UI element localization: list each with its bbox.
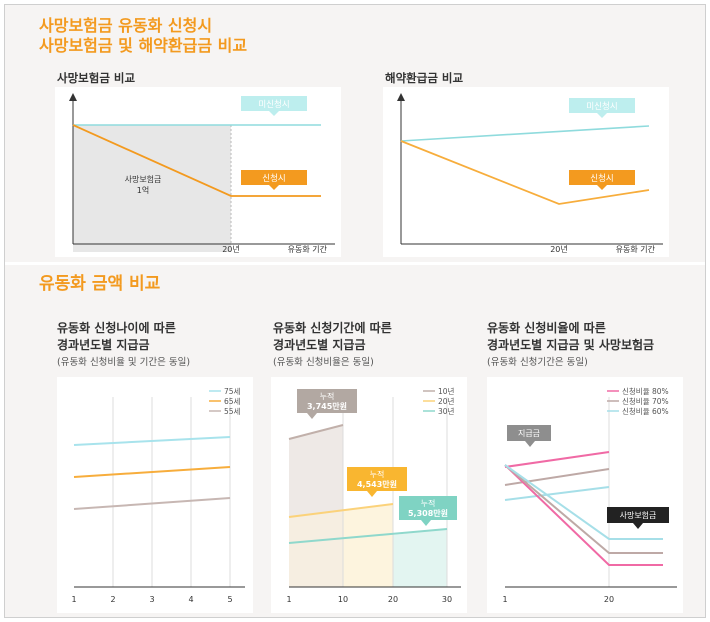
chart4-callout-20y-pointer xyxy=(367,491,377,497)
chart4-callout-20y-label: 누적 xyxy=(370,469,385,479)
chart4-area-20y-early xyxy=(289,511,343,587)
header-title-line2: 사망보험금 및 해약환급금 비교 xyxy=(39,36,248,55)
chart5-title: 유동화 신청비율에 따른 경과년도별 지급금 및 사망보험금 xyxy=(487,321,655,352)
chart2-label-no-apply-pointer xyxy=(597,113,607,118)
chart4-legend-30y: 30년 xyxy=(438,406,455,416)
section2-title: 유동화 금액 비교 xyxy=(39,274,161,294)
chart4-callout-10y-box xyxy=(297,389,357,413)
chart3-series-65 xyxy=(73,466,231,478)
chart1-label-no-apply-box xyxy=(241,96,307,111)
death-benefit-chart: 미신청시 신청시 사망보험금 1억 20년 유동화 기간 xyxy=(55,87,341,257)
age-payout-chart: 75세 65세 55세 1 2 3 4 5 xyxy=(57,377,253,613)
chart3-x-tick-4: 4 xyxy=(188,595,193,604)
chart5-callout-benefit: 사망보험금 xyxy=(620,510,657,520)
chart4-area-30y xyxy=(393,529,447,587)
chart5-x-tick-1: 1 xyxy=(502,595,507,604)
chart1-label-no-apply-pointer xyxy=(269,111,279,116)
chart1-annotation-amount: 1억 xyxy=(137,185,149,195)
chart2-series-no-apply xyxy=(400,125,650,142)
chart4-callout-30y-box xyxy=(399,496,457,520)
chart5-payout-80 xyxy=(504,451,610,468)
chart3-x-tick-1: 1 xyxy=(71,595,76,604)
chart4-series-10y xyxy=(288,424,344,440)
chart3-subtitle: (유동화 신청비율 및 기간은 동일) xyxy=(57,357,191,368)
chart4-series-20y xyxy=(288,503,394,518)
chart2-x-tick-20y: 20년 xyxy=(550,244,568,254)
chart5-callout-payout-box xyxy=(507,425,551,441)
chart5-legend-60: 신청비율 60% xyxy=(622,407,669,416)
chart3-x-tick-5: 5 xyxy=(227,595,232,604)
chart3-series-75 xyxy=(73,436,231,446)
chart1-annotation-benefit: 사망보험금 xyxy=(125,174,162,184)
chart4-x-tick-10: 10 xyxy=(338,595,348,604)
chart4-callout-30y-pointer xyxy=(421,520,431,526)
header-title-line1: 사망보험금 유동화 신청시 xyxy=(39,16,213,35)
chart5-background xyxy=(487,377,683,613)
chart4-legend-10y: 10년 xyxy=(438,386,455,396)
chart5-legend-80: 신청비율 80% xyxy=(622,387,669,396)
chart5-callout-payout-pointer xyxy=(525,441,535,447)
chart4-title: 유동화 신청기간에 따른 경과년도별 지급금 xyxy=(273,321,392,352)
chart4-callout-30y-value: 5,308만원 xyxy=(408,508,448,518)
chart2-series-apply xyxy=(400,140,650,205)
chart3-series-55 xyxy=(73,497,231,510)
chart5-legend-70: 신청비율 70% xyxy=(622,397,669,406)
chart2-label-apply-pointer xyxy=(597,185,607,190)
infographic-frame: 사망보험금 유동화 신청시 사망보험금 및 해약환급금 비교 사망보험금 비교 … xyxy=(4,4,706,618)
chart2-label-apply: 신청시 xyxy=(590,174,613,184)
chart2-title: 해약환급금 비교 xyxy=(385,71,464,85)
chart5-payout-60 xyxy=(504,486,610,501)
chart4-area-20y xyxy=(343,504,393,587)
chart4-subtitle: (유동화 신청비율은 동일) xyxy=(273,357,374,368)
chart1-x-label: 유동화 기간 xyxy=(288,244,328,254)
chart1-title: 사망보험금 비교 xyxy=(57,71,136,85)
chart2-x-label: 유동화 기간 xyxy=(616,244,656,254)
chart2-label-no-apply: 미신청시 xyxy=(586,102,617,112)
chart5-callout-benefit-box xyxy=(607,507,669,523)
chart1-x-tick-20y: 20년 xyxy=(222,244,240,254)
chart3-legend-55: 55세 xyxy=(224,407,241,416)
chart2-label-apply-box xyxy=(569,170,635,185)
chart4-series-30y xyxy=(288,528,448,544)
chart3-background xyxy=(57,377,253,613)
surrender-value-chart: 미신청시 신청시 20년 유동화 기간 xyxy=(383,87,669,257)
chart5-callout-payout: 지급금 xyxy=(518,429,540,438)
chart4-x-tick-1: 1 xyxy=(286,595,291,604)
chart5-benefit-70 xyxy=(504,464,663,554)
chart5-x-tick-20: 20 xyxy=(604,595,614,604)
chart4-callout-20y-value: 4,543만원 xyxy=(357,479,397,489)
chart1-series-apply xyxy=(72,124,321,197)
chart2-y-arrow-icon xyxy=(397,93,405,101)
ratio-payout-chart: 지급금 사망보험금 신청비율 80% 신청비율 70% 신청비율 60% 1 2… xyxy=(487,377,683,613)
section-divider xyxy=(5,262,705,265)
chart3-x-tick-3: 3 xyxy=(149,595,154,604)
chart5-callout-benefit-pointer xyxy=(633,523,643,529)
chart4-x-tick-20: 20 xyxy=(388,595,398,604)
chart1-shaded-area xyxy=(73,125,231,252)
period-payout-chart: 누적 3,745만원 누적 4,543만원 누적 5,308만원 10년 20년… xyxy=(271,377,467,613)
chart5-benefit-80 xyxy=(504,464,663,566)
chart1-label-apply-pointer xyxy=(269,185,279,190)
chart2-label-no-apply-box xyxy=(569,98,635,113)
chart4-callout-30y-label: 누적 xyxy=(421,498,436,508)
chart5-benefit-60 xyxy=(504,464,663,540)
chart4-callout-10y-value: 3,745만원 xyxy=(307,401,347,411)
chart1-label-no-apply: 미신청시 xyxy=(258,100,289,110)
chart4-legend-20y: 20년 xyxy=(438,396,455,406)
chart3-legend-65: 65세 xyxy=(224,397,241,406)
chart3-x-tick-2: 2 xyxy=(110,595,115,604)
chart1-label-apply-box xyxy=(241,170,307,185)
chart1-label-apply: 신청시 xyxy=(262,174,285,184)
chart5-subtitle: (유동화 신청기간은 동일) xyxy=(487,357,588,368)
chart4-callout-10y-label: 누적 xyxy=(320,391,335,401)
chart3-legend-75: 75세 xyxy=(224,387,241,396)
chart3-title: 유동화 신청나이에 따른 경과년도별 지급금 xyxy=(57,321,176,352)
chart4-callout-20y-box xyxy=(347,467,407,491)
chart4-callout-10y-pointer xyxy=(307,413,317,419)
chart4-x-tick-30: 30 xyxy=(442,595,452,604)
chart1-y-arrow-icon xyxy=(69,93,77,101)
